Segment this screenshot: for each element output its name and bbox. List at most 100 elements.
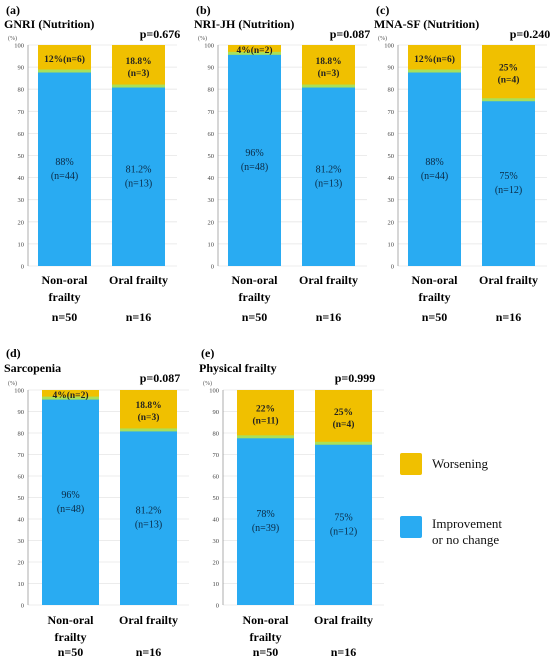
panel-title: MNA-SF (Nutrition) bbox=[374, 17, 479, 31]
y-tick-label: 50 bbox=[388, 153, 395, 160]
bar-improvement bbox=[237, 437, 294, 605]
bar-separator bbox=[482, 98, 535, 102]
bar-separator bbox=[38, 69, 91, 73]
data-label-improvement: 81.2% (n=13) bbox=[125, 164, 152, 189]
n-label: n=50 bbox=[58, 645, 84, 659]
y-tick-label: 30 bbox=[213, 538, 220, 545]
y-unit-label: (%) bbox=[8, 35, 17, 42]
y-tick-label: 40 bbox=[213, 517, 220, 524]
y-tick-label: 90 bbox=[388, 65, 395, 72]
bar-improvement bbox=[315, 443, 372, 605]
bar-improvement bbox=[112, 86, 165, 266]
data-label-improvement: 81.2% (n=13) bbox=[135, 506, 162, 531]
y-tick-label: 80 bbox=[18, 87, 25, 94]
data-label-worsening: 22% (n=11) bbox=[253, 405, 279, 427]
y-tick-label: 10 bbox=[18, 241, 25, 248]
data-label-improvement: 96% (n=48) bbox=[57, 490, 84, 515]
bar-separator bbox=[408, 69, 461, 73]
y-tick-label: 0 bbox=[21, 264, 24, 271]
y-tick-label: 70 bbox=[18, 109, 25, 116]
y-tick-label: 60 bbox=[388, 131, 395, 138]
x-tick-label: Oral frailty bbox=[299, 273, 358, 287]
bar-improvement bbox=[38, 71, 91, 267]
bar-separator bbox=[228, 51, 281, 55]
y-tick-label: 20 bbox=[213, 560, 220, 567]
bar-worsening bbox=[228, 45, 281, 54]
data-label-worsening: 4%(n=2) bbox=[236, 45, 272, 56]
y-tick-label: 60 bbox=[18, 474, 25, 481]
data-label-worsening: 18.8% (n=3) bbox=[125, 57, 151, 79]
panel-title: Sarcopenia bbox=[4, 361, 61, 375]
y-tick-label: 30 bbox=[18, 197, 25, 204]
y-tick-label: 20 bbox=[18, 219, 25, 226]
bar-improvement bbox=[228, 53, 281, 267]
y-tick-label: 90 bbox=[213, 409, 220, 416]
y-tick-label: 20 bbox=[388, 219, 395, 226]
legend-label-worsening: Worsening bbox=[432, 456, 488, 471]
data-label-worsening: 4%(n=2) bbox=[52, 390, 88, 401]
y-tick-label: 60 bbox=[213, 474, 220, 481]
y-tick-label: 100 bbox=[14, 388, 24, 395]
data-label-improvement: 88% (n=44) bbox=[51, 157, 78, 182]
bar-separator bbox=[42, 396, 99, 400]
n-label: n=16 bbox=[331, 645, 357, 659]
y-tick-label: 50 bbox=[18, 153, 25, 160]
data-label-worsening: 18.8% (n=3) bbox=[135, 401, 161, 423]
data-label-worsening: 25% (n=4) bbox=[333, 408, 355, 430]
panel-letter: (c) bbox=[376, 3, 389, 17]
p-value: p=0.676 bbox=[140, 27, 181, 41]
y-tick-label: 100 bbox=[384, 43, 394, 50]
y-tick-label: 100 bbox=[14, 43, 24, 50]
data-label-improvement: 78% (n=39) bbox=[252, 509, 279, 534]
y-unit-label: (%) bbox=[378, 35, 387, 42]
bar-worsening bbox=[237, 390, 294, 438]
data-label-worsening: 25% (n=4) bbox=[498, 64, 520, 86]
bar-improvement bbox=[302, 86, 355, 266]
y-tick-label: 0 bbox=[216, 603, 219, 610]
y-tick-label: 90 bbox=[18, 409, 25, 416]
bar-improvement bbox=[482, 100, 535, 266]
y-tick-label: 70 bbox=[208, 109, 215, 116]
bar-worsening bbox=[42, 390, 99, 399]
panel-letter: (b) bbox=[196, 3, 211, 17]
y-tick-label: 100 bbox=[204, 43, 214, 50]
y-tick-label: 10 bbox=[213, 581, 220, 588]
x-tick-label: Oral frailty bbox=[109, 273, 168, 287]
x-tick-label: Oral frailty bbox=[119, 613, 178, 627]
y-tick-label: 10 bbox=[18, 581, 25, 588]
data-label-improvement: 96% (n=48) bbox=[241, 148, 268, 173]
bar-separator bbox=[120, 428, 177, 432]
y-tick-label: 30 bbox=[18, 538, 25, 545]
p-value: p=0.087 bbox=[140, 371, 181, 385]
y-tick-label: 90 bbox=[208, 65, 215, 72]
legend-swatch-improvement bbox=[400, 516, 422, 538]
legend-swatch-worsening bbox=[400, 453, 422, 475]
p-value: p=0.999 bbox=[335, 371, 376, 385]
y-tick-label: 90 bbox=[18, 65, 25, 72]
x-tick-label: Non-oral frailty bbox=[48, 613, 95, 644]
data-label-improvement: 81.2% (n=13) bbox=[315, 164, 342, 189]
bar-worsening bbox=[408, 45, 461, 72]
x-tick-label: Oral frailty bbox=[314, 613, 373, 627]
y-tick-label: 80 bbox=[208, 87, 215, 94]
y-unit-label: (%) bbox=[198, 35, 207, 42]
y-tick-label: 10 bbox=[208, 241, 215, 248]
panel-title: NRI-JH (Nutrition) bbox=[194, 17, 294, 31]
n-label: n=50 bbox=[52, 310, 78, 324]
y-tick-label: 70 bbox=[18, 452, 25, 459]
y-tick-label: 50 bbox=[208, 153, 215, 160]
bar-improvement bbox=[408, 71, 461, 267]
y-tick-label: 60 bbox=[18, 131, 25, 138]
y-tick-label: 0 bbox=[391, 264, 394, 271]
n-label: n=16 bbox=[136, 645, 162, 659]
panel-letter: (a) bbox=[6, 3, 20, 17]
n-label: n=50 bbox=[422, 310, 448, 324]
y-tick-label: 100 bbox=[209, 388, 219, 395]
y-tick-label: 20 bbox=[18, 560, 25, 567]
legend-label-improvement: Improvement or no change bbox=[432, 516, 503, 547]
y-tick-label: 30 bbox=[208, 197, 215, 204]
y-tick-label: 50 bbox=[18, 495, 25, 502]
y-tick-label: 60 bbox=[208, 131, 215, 138]
y-tick-label: 80 bbox=[388, 87, 395, 94]
y-unit-label: (%) bbox=[203, 380, 212, 387]
